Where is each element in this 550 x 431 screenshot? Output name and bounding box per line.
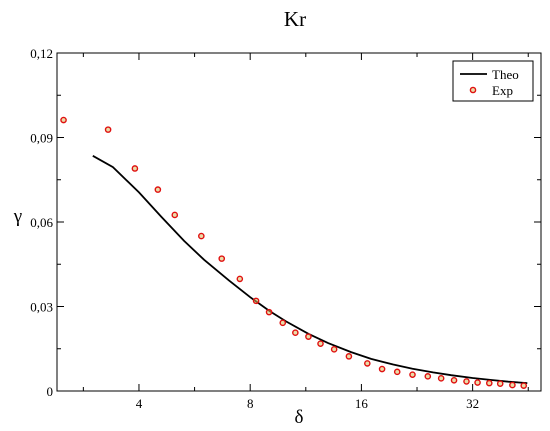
exp-point — [345, 353, 353, 360]
x-axis-label: δ — [295, 407, 304, 428]
x-axis: 4 8 16 32 — [82, 53, 529, 411]
exp-point — [131, 165, 139, 172]
x-tick-label: 4 — [136, 396, 143, 411]
exp-point — [292, 329, 299, 336]
y-axis-label: γ — [13, 206, 22, 227]
series-layer — [60, 116, 528, 389]
exp-point — [104, 126, 112, 133]
exp-point — [378, 365, 386, 373]
exp-point — [60, 116, 67, 124]
y-tick-label: 0,06 — [30, 215, 53, 230]
exp-point — [330, 346, 338, 353]
y-axis: 0 0,03 0,06 0,09 0,12 — [30, 46, 541, 399]
legend-label: Theo — [492, 67, 519, 82]
exp-point — [236, 275, 244, 283]
legend-box — [452, 60, 534, 102]
exp-point — [265, 308, 273, 316]
chart-title: Kr — [284, 7, 306, 31]
x-tick-label: 32 — [466, 396, 479, 411]
exp-point — [463, 378, 470, 385]
y-tick-label: 0,12 — [30, 46, 53, 61]
x-tick-label: 16 — [355, 396, 369, 411]
exp-point — [496, 380, 504, 387]
exp-point — [509, 381, 516, 389]
exp-point — [171, 211, 179, 219]
exp-point — [485, 379, 493, 387]
legend-point-swatch — [469, 86, 477, 94]
exp-point — [154, 186, 162, 193]
exp-point — [520, 382, 528, 389]
plot-area — [56, 52, 542, 392]
exp-point — [364, 360, 371, 367]
exp-point — [437, 375, 445, 382]
exp-point — [393, 368, 401, 376]
y-tick-label: 0,09 — [30, 131, 53, 146]
y-tick-label: 0,03 — [30, 300, 53, 315]
exp-point — [218, 255, 226, 262]
legend-label: Exp — [492, 83, 513, 98]
series-line-theo — [92, 155, 528, 384]
exp-point — [474, 379, 481, 386]
exp-point — [450, 376, 458, 384]
exp-point — [317, 340, 324, 347]
x-tick-label: 8 — [247, 396, 254, 411]
exp-point — [409, 371, 416, 378]
exp-point — [424, 373, 432, 380]
exp-point — [279, 319, 287, 327]
exp-point — [305, 333, 312, 340]
y-tick-label: 0 — [47, 384, 54, 399]
exp-point — [252, 297, 260, 305]
exp-point — [198, 232, 205, 240]
